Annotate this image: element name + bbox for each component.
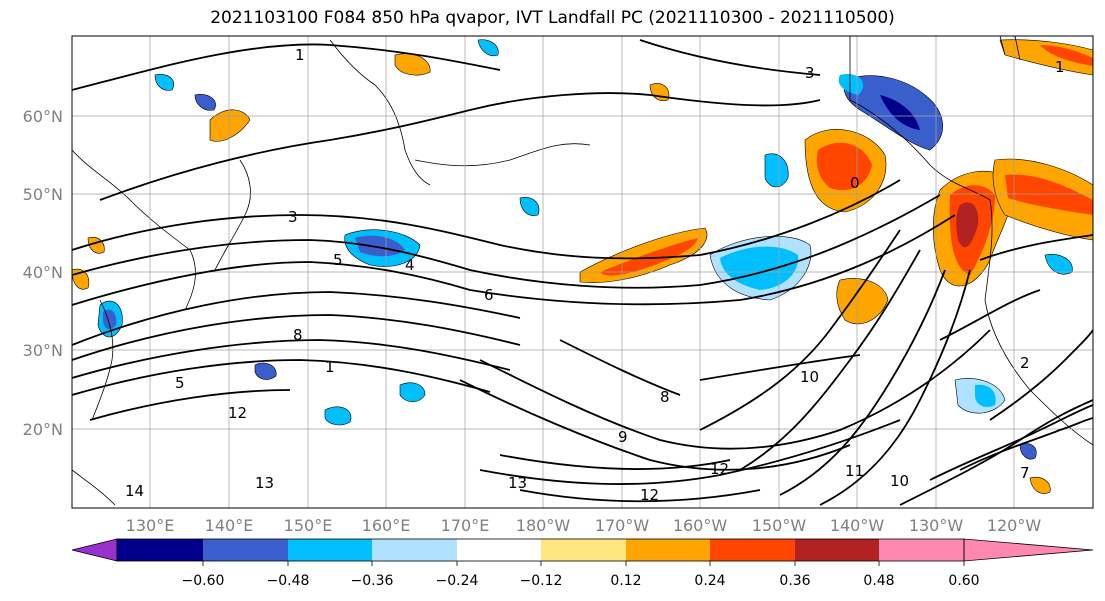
colorbar-tick-label: −0.24 <box>436 573 479 589</box>
contour-label: 12 <box>640 486 659 504</box>
lon-label: 160°E <box>362 516 411 535</box>
lon-labels: 130°E 140°E 150°E 160°E 170°E 180°W 170°… <box>126 516 1042 535</box>
colorbar-tick-label: −0.36 <box>351 573 394 589</box>
map-frame <box>71 35 1094 509</box>
colorbar-segment <box>626 539 710 561</box>
lat-label: 40°N <box>23 263 63 282</box>
contour-labels: 1 3 5 4 6 8 1 5 12 14 13 11 10 12 13 10 … <box>125 46 1065 504</box>
colorbar-segment <box>117 539 203 561</box>
colorbar: −0.60 −0.48 −0.36 −0.24 −0.12 0.12 0.24 … <box>71 538 1094 589</box>
contour-label: 14 <box>125 482 144 500</box>
colorbar-arrow-right <box>963 538 1094 562</box>
contour-label: 6 <box>484 286 494 304</box>
lon-label: 130°E <box>126 516 175 535</box>
colorbar-segment <box>372 539 457 561</box>
contour-label: 9 <box>618 428 628 446</box>
colorbar-segment <box>541 539 626 561</box>
contour-label: 11 <box>845 462 864 480</box>
lat-label: 50°N <box>23 185 63 204</box>
colorbar-arrow-left <box>71 538 118 562</box>
contour-label: 12 <box>228 404 247 422</box>
lat-label: 20°N <box>23 420 63 439</box>
contour-label: 1 <box>1055 58 1065 76</box>
lon-label: 120°W <box>987 516 1042 535</box>
colorbar-segment <box>710 539 795 561</box>
gridlines <box>72 36 1093 508</box>
contour-label: 13 <box>255 474 274 492</box>
colorbar-tick-label: 0.60 <box>948 573 979 589</box>
shaded-anomalies <box>72 39 1093 494</box>
colorbar-tick-label: 0.48 <box>863 573 894 589</box>
colorbar-tick-label: 0.24 <box>694 573 725 589</box>
contour-label: 8 <box>660 388 670 406</box>
colorbar-segment <box>795 539 879 561</box>
colorbar-tick-label: −0.12 <box>520 573 563 589</box>
lat-label: 30°N <box>23 341 63 360</box>
colorbar-tick-label: −0.60 <box>182 573 225 589</box>
colorbar-segment <box>288 539 372 561</box>
contour-label: 0 <box>850 174 860 192</box>
lon-label: 140°W <box>830 516 885 535</box>
lat-labels: 60°N 50°N 40°N 30°N 20°N <box>23 107 63 439</box>
map-content: 1 3 5 4 6 8 1 5 12 14 13 11 10 12 13 10 … <box>72 36 1093 508</box>
contour-label: 12 <box>710 460 729 478</box>
contour-label: 1 <box>325 358 335 376</box>
colorbar-segment <box>457 539 541 561</box>
contour-label: 5 <box>175 374 185 392</box>
contour-label: 13 <box>508 474 527 492</box>
contour-label: 4 <box>405 256 415 274</box>
contour-label: 1 <box>295 46 305 64</box>
lon-label: 170°E <box>441 516 490 535</box>
contour-label: 10 <box>890 472 909 490</box>
contour-label: 3 <box>288 208 298 226</box>
colorbar-segment <box>879 539 964 561</box>
ivt-contours <box>72 39 1093 506</box>
map-title: 2021103100 F084 850 hPa qvapor, IVT Land… <box>210 8 895 28</box>
contour-label: 2 <box>1020 354 1030 372</box>
lon-label: 170°W <box>595 516 650 535</box>
lon-label: 140°E <box>205 516 254 535</box>
contour-label: 7 <box>1020 464 1030 482</box>
lon-label: 130°W <box>909 516 964 535</box>
colorbar-tick-label: 0.36 <box>779 573 810 589</box>
lon-label: 150°E <box>284 516 333 535</box>
contour-label: 10 <box>800 368 819 386</box>
contour-label: 8 <box>293 326 303 344</box>
colorbar-tick-label: −0.48 <box>267 573 310 589</box>
colorbar-tick-label: 0.12 <box>610 573 641 589</box>
lon-label: 180°W <box>516 516 571 535</box>
colorbar-segment <box>203 539 288 561</box>
lon-label: 150°W <box>752 516 807 535</box>
lat-label: 60°N <box>23 107 63 126</box>
lon-label: 160°W <box>673 516 728 535</box>
coastlines <box>72 36 1093 506</box>
contour-label: 3 <box>805 64 815 82</box>
contour-label: 5 <box>333 251 343 269</box>
